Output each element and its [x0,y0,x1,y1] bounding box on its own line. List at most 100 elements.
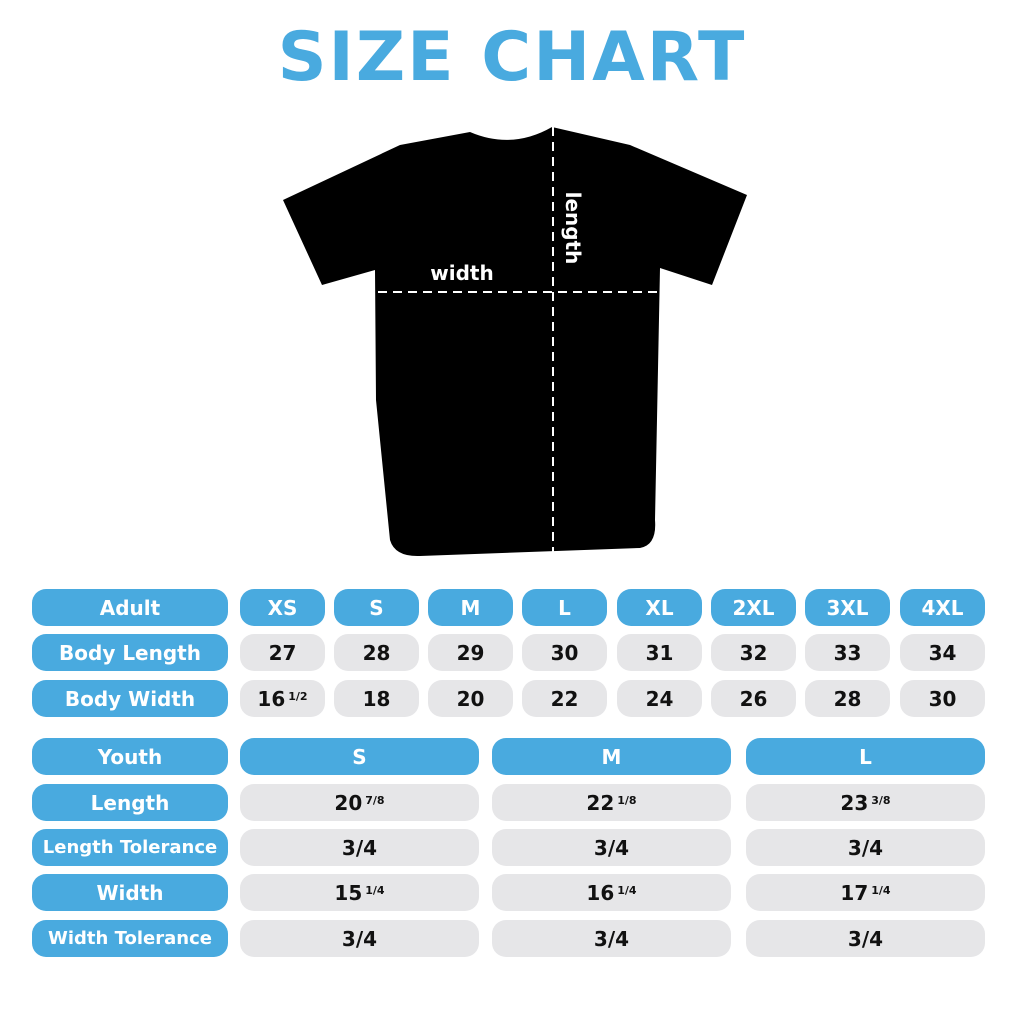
adult-row-label: Body Length [32,634,228,671]
value-whole: 3/4 [593,926,630,951]
adult-cell: 34 [900,634,985,671]
youth-cell: 3/4 [492,829,731,866]
adult-size-header: 2XL [711,589,796,626]
youth-row-label: Width Tolerance [32,920,228,957]
page-title: SIZE CHART [277,18,747,97]
value-fraction: 1/4 [365,884,385,897]
youth-cell: 23 3/8 [746,784,985,821]
youth-row-label: Length Tolerance [32,829,228,866]
youth-size-header: M [492,738,731,775]
adult-size-header: M [428,589,513,626]
value-fraction: 3/8 [871,794,891,807]
header-label: Youth [97,744,163,769]
adult-cell: 33 [805,634,890,671]
adult-cell: 28 [805,680,890,717]
youth-cell: 3/4 [240,920,479,957]
adult-header: Adult [32,589,228,626]
value-whole: 28 [362,640,391,665]
value-whole: 3/4 [341,926,378,951]
value-whole: 32 [739,640,768,665]
youth-cell: 17 1/4 [746,874,985,911]
adult-cell: 31 [617,634,702,671]
value-whole: 3/4 [847,926,884,951]
value-whole: 3/4 [341,835,378,860]
value-fraction: 1/8 [617,794,637,807]
youth-size-header: S [240,738,479,775]
row-label: Width [96,880,164,905]
adult-size-header: L [522,589,607,626]
size-label: XS [267,595,298,620]
value-whole: 3/4 [593,835,630,860]
size-label: 2XL [732,595,775,620]
adult-cell: 30 [522,634,607,671]
youth-row-label: Length [32,784,228,821]
value-whole: 33 [833,640,862,665]
length-label: length [561,192,585,265]
value-whole: 34 [928,640,957,665]
tshirt-shape [283,127,747,557]
header-label: Adult [99,595,161,620]
adult-cell: 24 [617,680,702,717]
adult-cell: 28 [334,634,419,671]
youth-cell: 3/4 [746,920,985,957]
adult-size-header: 4XL [900,589,985,626]
value-whole: 30 [550,640,579,665]
adult-cell: 27 [240,634,325,671]
value-fraction: 1/4 [871,884,891,897]
value-whole: 22 [550,686,579,711]
size-label: L [558,595,571,620]
adult-cell: 22 [522,680,607,717]
value-whole: 23 [840,790,869,815]
value-whole: 15 [334,880,363,905]
adult-size-header: S [334,589,419,626]
adult-cell: 18 [334,680,419,717]
adult-size-header: XS [240,589,325,626]
size-label: L [859,744,872,769]
adult-cell: 32 [711,634,796,671]
value-fraction: 7/8 [365,794,385,807]
size-label: 3XL [826,595,869,620]
size-label: S [369,595,384,620]
value-whole: 29 [456,640,485,665]
value-whole: 27 [268,640,297,665]
adult-cell: 29 [428,634,513,671]
youth-cell: 3/4 [240,829,479,866]
youth-cell: 15 1/4 [240,874,479,911]
size-label: M [601,744,622,769]
youth-cell: 3/4 [492,920,731,957]
row-label: Body Width [64,686,196,711]
youth-row-label: Width [32,874,228,911]
row-label: Length Tolerance [42,837,218,858]
size-label: S [352,744,367,769]
value-whole: 16 [586,880,615,905]
row-label: Length [90,790,170,815]
youth-cell: 20 7/8 [240,784,479,821]
value-whole: 20 [456,686,485,711]
value-whole: 30 [928,686,957,711]
value-whole: 24 [645,686,674,711]
size-label: M [460,595,481,620]
value-whole: 18 [362,686,391,711]
value-whole: 20 [334,790,363,815]
adult-cell: 16 1/2 [240,680,325,717]
value-whole: 16 [257,686,286,711]
value-fraction: 1/4 [617,884,637,897]
adult-size-header: 3XL [805,589,890,626]
youth-cell: 22 1/8 [492,784,731,821]
value-whole: 3/4 [847,835,884,860]
youth-header: Youth [32,738,228,775]
row-label: Body Length [59,640,201,665]
value-whole: 26 [739,686,768,711]
adult-size-header: XL [617,589,702,626]
row-label: Width Tolerance [48,928,212,949]
value-whole: 31 [645,640,674,665]
size-label: XL [645,595,674,620]
tshirt-illustration: width length [283,127,747,557]
value-whole: 17 [840,880,869,905]
value-whole: 22 [586,790,615,815]
adult-cell: 26 [711,680,796,717]
adult-row-label: Body Width [32,680,228,717]
adult-cell: 20 [428,680,513,717]
youth-size-header: L [746,738,985,775]
adult-cell: 30 [900,680,985,717]
